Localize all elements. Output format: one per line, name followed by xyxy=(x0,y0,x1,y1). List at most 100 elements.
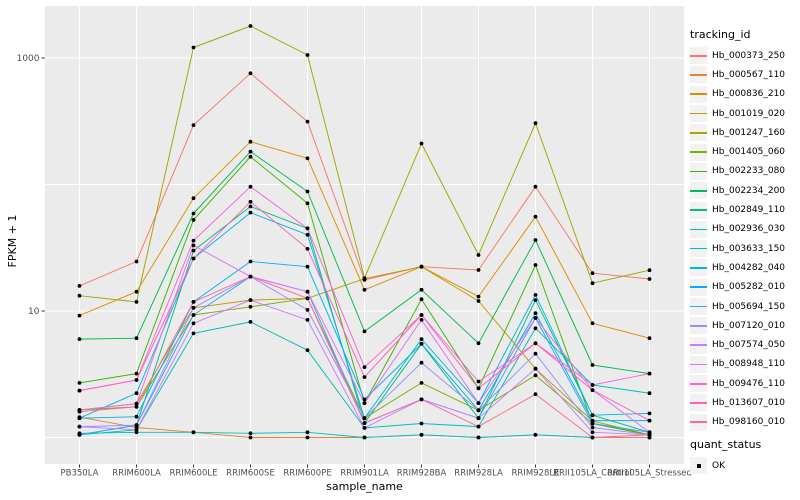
legend-item-label: Hb_002936_030 xyxy=(712,224,786,235)
data-point xyxy=(305,318,310,322)
legend-items: Hb_000373_250 Hb_000567_110 Hb_000836_210 H… xyxy=(690,46,800,432)
legend-item-label: Hb_001247_160 xyxy=(712,127,786,138)
legend-item-label: Hb_013607_010 xyxy=(712,397,786,408)
data-point xyxy=(590,421,595,426)
data-point xyxy=(248,139,253,144)
legend-item: Hb_098160_010 xyxy=(690,413,800,432)
data-point xyxy=(419,421,424,426)
x-tick-label: RRIM901LA xyxy=(340,469,389,479)
data-point xyxy=(134,336,139,341)
data-point xyxy=(77,381,82,385)
data-point xyxy=(476,341,481,346)
data-point xyxy=(590,388,595,392)
data-point xyxy=(476,386,481,391)
data-point xyxy=(248,320,253,324)
data-point xyxy=(533,351,538,356)
legend-item-label: Hb_002233_080 xyxy=(712,166,786,177)
data-point xyxy=(248,204,253,209)
data-point xyxy=(134,391,139,396)
data-point xyxy=(134,414,139,419)
legend-key-line-icon xyxy=(690,394,707,412)
data-point xyxy=(305,201,310,206)
data-point xyxy=(590,430,595,435)
data-point xyxy=(305,53,310,57)
data-point xyxy=(533,392,538,397)
data-point xyxy=(476,379,481,384)
data-point xyxy=(134,423,139,428)
legend-key-line-icon xyxy=(690,298,707,315)
x-tick-label: RRII105LA_Control xyxy=(553,469,632,479)
data-point xyxy=(77,416,82,421)
legend-item-label: Hb_000836_210 xyxy=(712,89,786,100)
data-point xyxy=(77,293,82,298)
legend-item: Hb_000567_110 xyxy=(690,65,800,84)
x-tick-label: RRIM600SE xyxy=(226,469,275,479)
data-point xyxy=(419,397,424,402)
legend-item: Hb_013607_010 xyxy=(690,393,800,412)
data-point xyxy=(305,430,310,435)
x-tick-label: RRIM600PE xyxy=(283,469,331,479)
data-point xyxy=(362,435,367,440)
data-point xyxy=(134,378,139,382)
data-point xyxy=(647,277,652,281)
data-point xyxy=(191,243,196,248)
data-point xyxy=(305,435,310,440)
data-point xyxy=(419,341,424,346)
x-tick-label: RRIM600LA xyxy=(112,469,161,479)
legend-item-label: Hb_001405_060 xyxy=(712,147,786,158)
x-tick-label: RRIM928BA xyxy=(397,469,447,479)
legend-quant-status: quant_status OK xyxy=(690,438,800,475)
y-tick-label: 1000 xyxy=(17,54,40,64)
data-point xyxy=(419,313,424,317)
x-tick-label: RRIM600LE xyxy=(170,469,218,479)
data-point xyxy=(191,123,196,127)
data-point xyxy=(590,281,595,286)
y-tick-label: 10 xyxy=(28,307,40,317)
data-point xyxy=(305,264,310,269)
data-point xyxy=(191,196,196,201)
data-point xyxy=(191,430,196,435)
legend-item: Hb_001405_060 xyxy=(690,142,800,161)
data-point xyxy=(248,304,253,309)
data-point xyxy=(476,299,481,303)
data-point xyxy=(134,404,139,409)
legend-key-line-icon xyxy=(690,182,707,200)
data-point xyxy=(134,289,139,294)
data-point xyxy=(476,435,481,440)
data-point xyxy=(134,401,139,406)
legend-key-line-icon xyxy=(690,355,707,373)
data-point xyxy=(191,305,196,310)
data-point xyxy=(647,371,652,376)
data-point xyxy=(419,287,424,292)
data-point xyxy=(476,294,481,299)
legend-item-label: Hb_000567_110 xyxy=(712,69,786,80)
data-point xyxy=(362,276,367,280)
legend-item-label: Hb_007574_050 xyxy=(712,340,786,351)
data-point xyxy=(305,119,310,124)
data-point xyxy=(134,300,139,304)
data-point xyxy=(533,366,538,371)
data-point xyxy=(362,421,367,425)
data-point xyxy=(191,331,196,336)
data-point xyxy=(77,313,82,318)
legend-item: Hb_008948_110 xyxy=(690,355,800,374)
legend-item-label: OK xyxy=(712,460,725,471)
data-point xyxy=(305,156,310,161)
data-point xyxy=(533,184,538,189)
data-point xyxy=(419,264,424,269)
data-point xyxy=(248,274,253,279)
legend-key-line-icon xyxy=(690,220,707,238)
data-point xyxy=(533,316,538,320)
legend-item: Hb_002234_200 xyxy=(690,181,800,200)
data-point xyxy=(77,337,82,341)
data-point xyxy=(77,388,82,393)
legend-item-label: Hb_098160_010 xyxy=(712,417,786,428)
x-tick-label: PB350LA xyxy=(61,469,99,479)
data-point xyxy=(191,256,196,261)
data-point xyxy=(305,308,310,312)
data-point xyxy=(533,214,538,219)
legend-item: Hb_000836_210 xyxy=(690,85,800,104)
legend-item: Hb_001019_020 xyxy=(690,104,800,123)
legend-item: Hb_005694_150 xyxy=(690,297,800,316)
legend-item: OK xyxy=(690,456,800,475)
